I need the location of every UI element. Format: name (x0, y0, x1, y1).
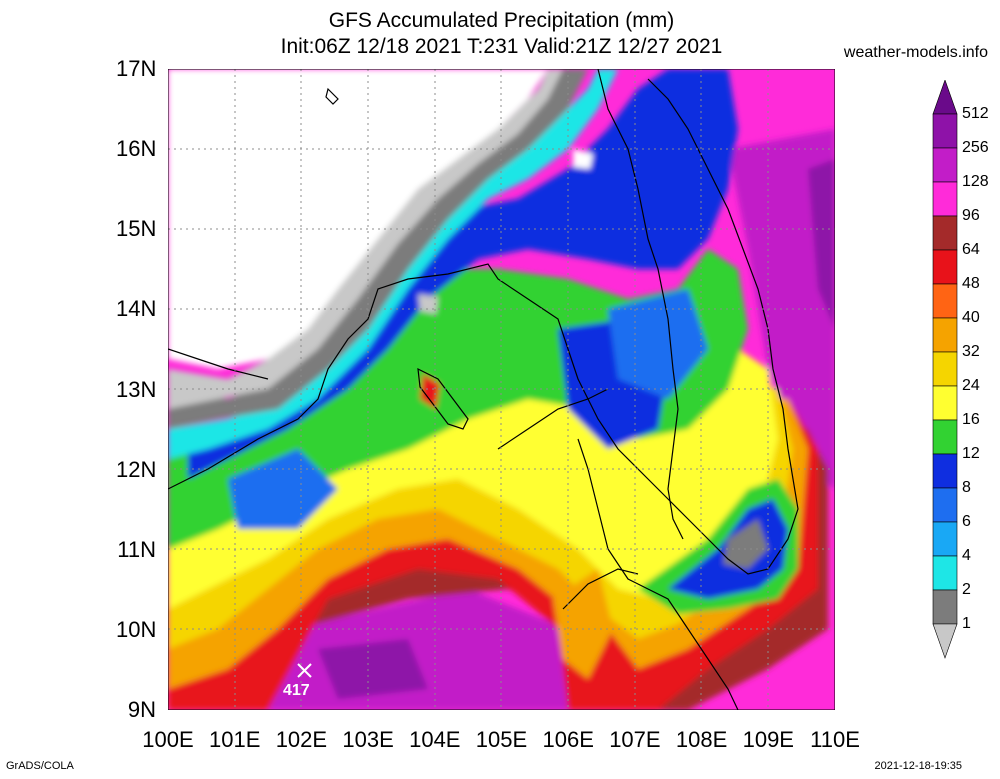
lon-label: 102E (275, 727, 328, 752)
legend-swatch (932, 215, 958, 251)
legend-level-label: 2 (962, 581, 971, 598)
lon-label: 108E (675, 727, 728, 752)
max-marker (297, 663, 312, 678)
legend-level-label: 32 (962, 343, 980, 360)
legend-swatch (932, 249, 958, 285)
lat-lon-grid (168, 69, 835, 710)
legend-swatch (932, 623, 958, 659)
lat-label: 11N (117, 536, 156, 562)
legend-swatch (932, 283, 958, 319)
lon-label: 106E (542, 727, 594, 752)
lon-label: 107E (609, 727, 661, 752)
lon-label: 105E (475, 727, 528, 752)
lat-label: 15N (116, 216, 157, 242)
legend-level-label: 64 (962, 241, 980, 258)
max-value-label: 417 (283, 682, 310, 699)
legend-swatch (932, 555, 958, 591)
lat-label: 16N (116, 136, 157, 162)
legend-level-label: 40 (962, 309, 980, 326)
legend-level-label: 24 (962, 377, 980, 394)
lat-label: 12N (116, 456, 157, 482)
legend-level-label: 16 (962, 411, 980, 428)
legend-level-label: 12 (962, 445, 980, 462)
legend-swatch (932, 147, 958, 183)
legend-level-label: 512 (962, 105, 989, 122)
legend-level-label: 128 (962, 173, 989, 190)
legend-level-label: 1 (962, 615, 971, 632)
legend-level-label: 48 (962, 275, 980, 292)
lon-label: 100E (142, 727, 194, 752)
footer-timestamp: 2021-12-18-19:35 (874, 760, 962, 772)
lat-label: 13N (116, 376, 157, 402)
precip-contours (168, 69, 835, 710)
legend-swatch (932, 419, 958, 455)
lat-label: 10N (116, 616, 157, 642)
lon-label: 103E (342, 727, 394, 752)
lat-label: 17N (116, 56, 157, 81)
legend-level-label: 96 (962, 207, 980, 224)
footer-credit: GrADS/COLA (6, 760, 74, 772)
map-title: GFS Accumulated Precipitation (mm) (328, 9, 675, 32)
lat-label: 14N (116, 296, 157, 322)
coastlines (168, 69, 799, 710)
legend-swatch (932, 589, 958, 625)
legend-level-label: 6 (962, 513, 971, 530)
legend-swatch (932, 181, 958, 217)
lon-label: 104E (409, 727, 461, 752)
legend-swatch (932, 351, 958, 387)
legend-swatch (932, 487, 958, 523)
legend-swatch (932, 385, 958, 421)
lat-label: 9N (127, 697, 156, 722)
legend-level-label: 8 (962, 479, 971, 496)
lon-label: 110E (810, 727, 860, 752)
lon-label: 101E (208, 727, 261, 752)
map-subtitle: Init:06Z 12/18 2021 T:231 Valid:21Z 12/2… (280, 35, 723, 58)
legend-swatch (932, 453, 958, 489)
precipitation-map (168, 69, 835, 710)
legend-swatch (932, 521, 958, 557)
legend-level-label: 4 (962, 547, 971, 564)
legend-swatch (932, 113, 958, 149)
legend-level-label: 256 (962, 139, 989, 156)
color-legend (932, 80, 958, 659)
site-credit: weather-models.info (843, 44, 988, 61)
lon-label: 109E (742, 727, 794, 752)
legend-swatch (932, 80, 958, 115)
legend-swatch (932, 317, 958, 353)
